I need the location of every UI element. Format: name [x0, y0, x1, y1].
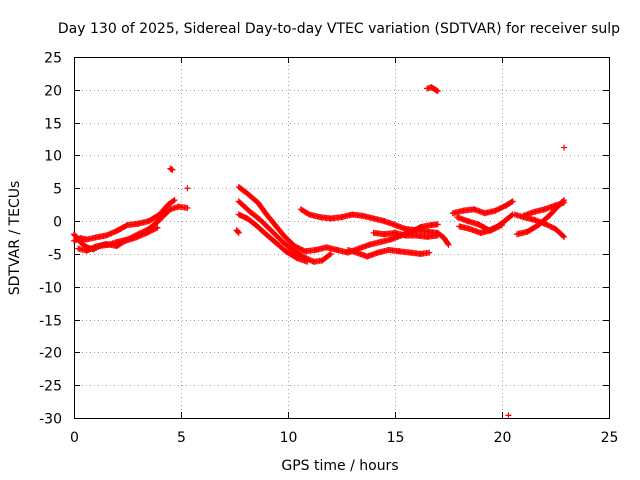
data-point: [524, 222, 542, 235]
data-point: [278, 237, 296, 253]
data-point: [552, 225, 568, 240]
x-tick-label: 5: [177, 430, 186, 446]
y-tick-labels: 25 20 15 10 5 0 -5 -10 -15 -20 -25 -30: [39, 51, 62, 428]
data-point: [505, 412, 512, 419]
data-point: [261, 229, 279, 246]
series-block-e: [184, 185, 191, 192]
data-point: [552, 199, 568, 209]
series-block-l: [370, 229, 441, 240]
data-point: [143, 224, 161, 236]
data-point: [424, 232, 441, 240]
x-tick-label: 15: [387, 430, 405, 446]
data-point: [165, 197, 178, 208]
data-point: [503, 198, 516, 209]
y-tick-label: -20: [39, 346, 62, 362]
y-tick-label: -30: [39, 412, 62, 428]
x-tick-label: 10: [280, 430, 298, 446]
series-block-h: [235, 211, 311, 265]
data-point: [263, 211, 279, 229]
y-tick-label: -15: [39, 314, 62, 330]
axis-ticks: [74, 57, 610, 419]
data-point: [488, 222, 505, 234]
data-point: [184, 185, 191, 192]
series-block-c: [75, 224, 161, 254]
data-point: [156, 201, 172, 218]
data-point: [113, 222, 131, 234]
x-tick-label: 0: [70, 430, 79, 446]
data-points: [71, 84, 568, 419]
data-point: [272, 222, 287, 239]
data-point: [272, 239, 289, 255]
series-block-g: [235, 198, 334, 265]
y-tick-label: 5: [53, 182, 62, 198]
series-block-p: [456, 222, 505, 236]
data-point: [244, 190, 262, 206]
y-tick-label: 20: [44, 84, 62, 100]
data-point: [235, 198, 253, 215]
y-tick-label: -25: [39, 379, 62, 395]
data-point: [255, 199, 270, 218]
x-tick-label: 20: [494, 430, 512, 446]
series-block-d: [167, 165, 176, 173]
data-point: [289, 246, 306, 260]
series-block-a: [71, 203, 191, 253]
series-block-b: [71, 197, 178, 244]
data-point: [293, 254, 311, 265]
data-point: [319, 250, 334, 264]
data-point: [432, 86, 441, 95]
series-block-t: [561, 144, 568, 151]
y-tick-label: -5: [48, 248, 62, 264]
data-point: [233, 227, 242, 236]
x-tick-label: 25: [601, 430, 619, 446]
series-block-m: [424, 84, 441, 95]
x-tick-labels: 0 5 10 15 20 25: [70, 430, 618, 446]
y-tick-label: -10: [39, 281, 62, 297]
chart-title: Day 130 of 2025, Sidereal Day-to-day VTE…: [58, 21, 620, 37]
data-point: [246, 208, 264, 223]
data-point: [145, 211, 163, 225]
y-tick-label: 0: [53, 215, 62, 231]
data-point: [417, 249, 433, 257]
data-point: [156, 206, 174, 223]
y-tick-label: 15: [44, 117, 62, 133]
data-point: [428, 221, 441, 229]
data-point: [257, 216, 274, 234]
data-point: [167, 165, 176, 173]
y-tick-label: 10: [44, 149, 62, 165]
data-point: [175, 203, 191, 211]
series-block-f: [235, 183, 441, 256]
series-block-k: [344, 246, 433, 260]
x-axis-label: GPS time / hours: [281, 458, 398, 474]
series-block-s: [520, 199, 568, 219]
data-point: [282, 248, 300, 261]
data-point: [561, 144, 568, 151]
series-block-u: [505, 412, 512, 419]
data-point: [535, 212, 553, 229]
data-point: [280, 232, 298, 250]
plot-frame: [74, 57, 610, 419]
y-axis-label: SDTVAR / TECUs: [7, 181, 23, 296]
data-point: [267, 227, 285, 244]
series-block-i: [233, 227, 242, 236]
grid: [74, 57, 609, 418]
data-point: [441, 235, 452, 248]
series-block-n: [449, 198, 516, 217]
y-tick-label: 25: [44, 51, 62, 67]
